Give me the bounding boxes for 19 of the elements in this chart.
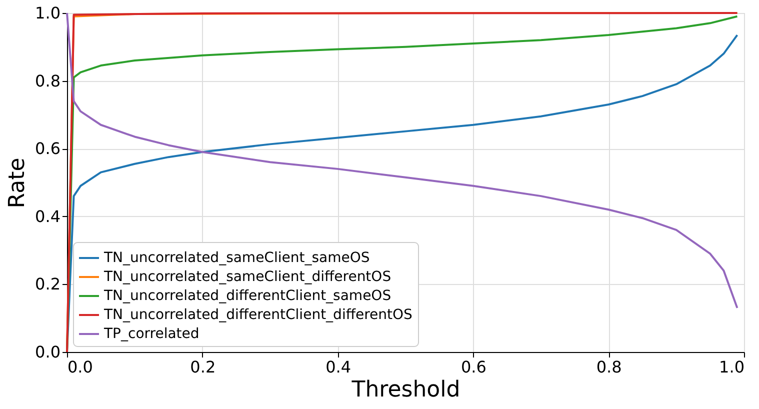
y-axis-title: Rate xyxy=(5,158,30,208)
x-tick-label: 0.6 xyxy=(460,358,486,376)
y-tick-label: 0.0 xyxy=(35,342,60,362)
x-tick-label: 0.8 xyxy=(596,358,622,376)
legend-label: TN_uncorrelated_sameClient_sameOS xyxy=(103,250,370,266)
legend-label: TN_uncorrelated_differentClient_differentOS xyxy=(103,307,413,323)
y-tick-label: 1.0 xyxy=(35,4,60,22)
y-tick-label: 0.8 xyxy=(35,71,60,90)
x-tick-label: 0.4 xyxy=(326,358,352,376)
legend-label: TP_correlated xyxy=(103,326,200,342)
x-tick-label: 1.0 xyxy=(719,358,744,376)
x-tick-label: 0.0 xyxy=(68,358,93,376)
y-tick-label: 0.4 xyxy=(35,206,60,226)
x-axis-title: Threshold xyxy=(350,378,460,402)
legend-label: TN_uncorrelated_differentClient_sameOS xyxy=(103,288,392,304)
y-tick-label: 0.2 xyxy=(35,274,60,294)
legend-label: TN_uncorrelated_sameClient_differentOS xyxy=(103,269,392,285)
x-tick-label: 0.2 xyxy=(190,358,216,376)
y-tick-label: 0.6 xyxy=(35,139,60,158)
